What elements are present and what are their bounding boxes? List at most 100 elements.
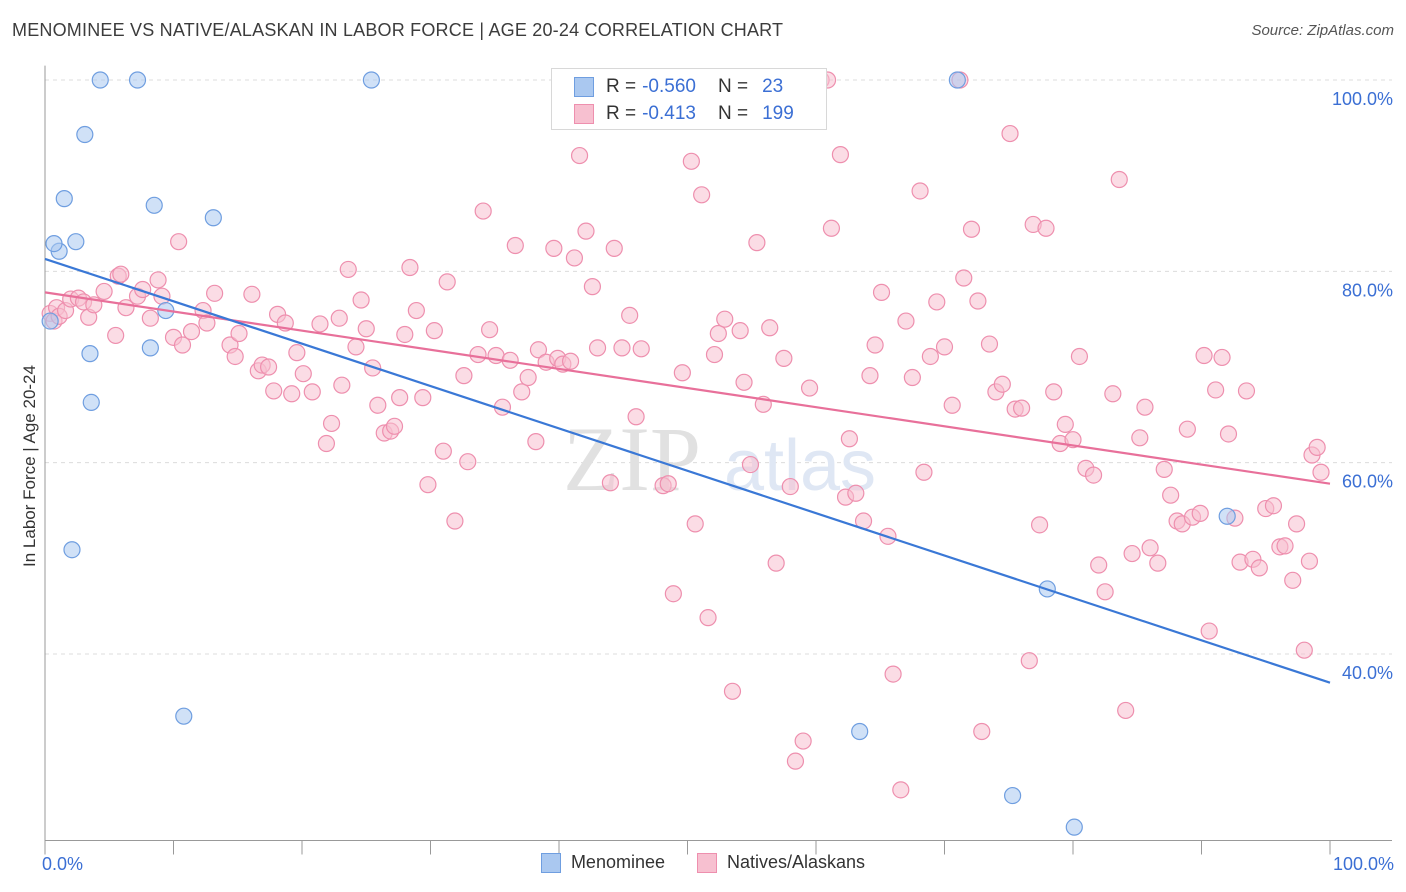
natives-alaskans-point — [664, 585, 682, 603]
natives-alaskans-point — [1162, 486, 1180, 504]
natives-alaskans-point — [226, 347, 244, 366]
natives-alaskans-point — [1287, 515, 1306, 533]
natives-alaskans-point — [1020, 652, 1038, 670]
natives-alaskans-point — [1012, 399, 1031, 417]
natives-alaskans-point — [1123, 544, 1141, 563]
natives-alaskans-point — [288, 344, 306, 362]
natives-alaskans-point — [95, 282, 113, 301]
menominee-point — [63, 541, 81, 559]
menominee-point — [1004, 786, 1022, 805]
natives-alaskans-point — [686, 515, 704, 533]
natives-alaskans-point — [723, 682, 742, 700]
natives-alaskans-point — [481, 321, 499, 339]
natives-alaskans-point — [962, 220, 981, 238]
watermark-zip: ZIP — [563, 408, 701, 510]
natives-alaskans-point — [438, 273, 456, 291]
natives-alaskans-point — [1264, 497, 1283, 515]
menominee-point — [55, 190, 73, 208]
natives-alaskans-point — [283, 385, 301, 403]
natives-alaskans-point — [303, 383, 321, 401]
y-tick-label: 60.0% — [1342, 472, 1393, 492]
natives-alaskans-point — [884, 665, 902, 683]
menominee-point — [141, 339, 159, 357]
natives-alaskans-point — [1308, 438, 1326, 456]
natives-alaskans-point — [794, 732, 812, 750]
chart-title: MENOMINEE VS NATIVE/ALASKAN IN LABOR FOR… — [12, 20, 784, 40]
natives-alaskans-point — [385, 417, 404, 435]
natives-alaskans-point — [800, 379, 819, 397]
y-tick-label: 100.0% — [1332, 89, 1393, 109]
natives-alaskans-point — [903, 368, 921, 387]
natives-alaskans-point — [401, 258, 419, 277]
trend-lines — [44, 257, 1331, 684]
natives-alaskans-point — [1219, 425, 1238, 443]
natives-alaskans-point — [294, 365, 312, 383]
natives-alaskans-point — [1030, 516, 1049, 534]
natives-alaskans-point — [407, 301, 425, 320]
natives-alaskans-point — [1045, 383, 1063, 401]
natives-alaskans-point — [831, 146, 850, 164]
natives-alaskans-point — [735, 373, 753, 391]
menominee-point — [145, 196, 163, 214]
natives-alaskans-point — [243, 285, 261, 303]
natives-alaskans-point — [577, 222, 595, 240]
natives-alaskans-point — [605, 239, 623, 257]
natives-alaskans-point — [1001, 124, 1019, 143]
natives-alaskans-point — [347, 338, 365, 356]
natives-alaskans-point — [352, 291, 370, 309]
natives-alaskans-point — [1213, 348, 1231, 367]
menominee-point — [82, 393, 100, 411]
natives-alaskans-point — [425, 322, 443, 340]
natives-alaskans-point — [527, 433, 545, 451]
natives-alaskans-point — [1295, 641, 1313, 659]
menominee-swatch — [574, 77, 594, 97]
natives-alaskans-point — [1131, 429, 1149, 447]
natives-alaskans-point — [173, 336, 192, 354]
natives-alaskans-point — [1117, 701, 1135, 720]
natives-alaskans-point — [993, 375, 1011, 393]
r-label: R = — [606, 103, 637, 124]
natives-alaskans-point — [1155, 460, 1173, 478]
menominee-point — [91, 71, 109, 89]
menominee-legend-label: Menominee — [570, 852, 665, 872]
source-label: Source: ZipAtlas.com — [1251, 22, 1394, 39]
natives-alaskans-point — [866, 336, 884, 354]
natives-alaskans-point — [955, 269, 973, 287]
menominee-point — [45, 234, 63, 253]
natives-trend-line — [44, 291, 1331, 485]
natives-alaskans-point — [1141, 539, 1159, 557]
natives-alaskans-point — [513, 383, 531, 401]
natives-legend-label: Natives/Alaskans — [727, 852, 866, 872]
natives-r-value: -0.413 — [642, 103, 696, 124]
natives-alaskans-point — [911, 182, 929, 200]
natives-alaskans-point — [761, 319, 779, 337]
natives-alaskans-point — [107, 326, 125, 345]
menominee-legend-swatch — [540, 852, 561, 873]
y-tick-label: 80.0% — [1342, 280, 1393, 300]
natives-alaskans-point — [928, 293, 946, 311]
menominee-point — [41, 312, 59, 330]
r-label: R = — [606, 76, 637, 97]
natives-alaskans-point — [206, 284, 224, 302]
natives-alaskans-point — [943, 396, 961, 414]
natives-alaskans-point — [716, 310, 734, 328]
correlation-legend: R = -0.560 N = 23 R = -0.413 N = 199 — [551, 68, 827, 130]
natives-alaskans-point — [170, 233, 188, 251]
natives-alaskans-point — [699, 609, 717, 627]
series-legend: Menominee Natives/Alaskans — [0, 852, 1406, 873]
natives-alaskans-point — [659, 475, 677, 493]
natives-alaskans-point — [1110, 170, 1128, 189]
natives-alaskans-point — [112, 265, 130, 283]
axes — [44, 65, 1392, 855]
natives-alaskans-point — [632, 340, 650, 358]
natives-alaskans-point — [149, 271, 167, 289]
menominee-point — [175, 707, 193, 725]
natives-alaskans-point — [693, 186, 711, 204]
natives-alaskans-point — [506, 236, 524, 255]
natives-alaskans-point — [1300, 552, 1319, 570]
natives-alaskans-point — [1207, 381, 1225, 399]
natives-alaskans-point — [980, 335, 999, 353]
natives-alaskans-point — [973, 722, 991, 741]
natives-alaskans-point — [892, 781, 910, 799]
natives-alaskans-point — [1200, 622, 1218, 640]
